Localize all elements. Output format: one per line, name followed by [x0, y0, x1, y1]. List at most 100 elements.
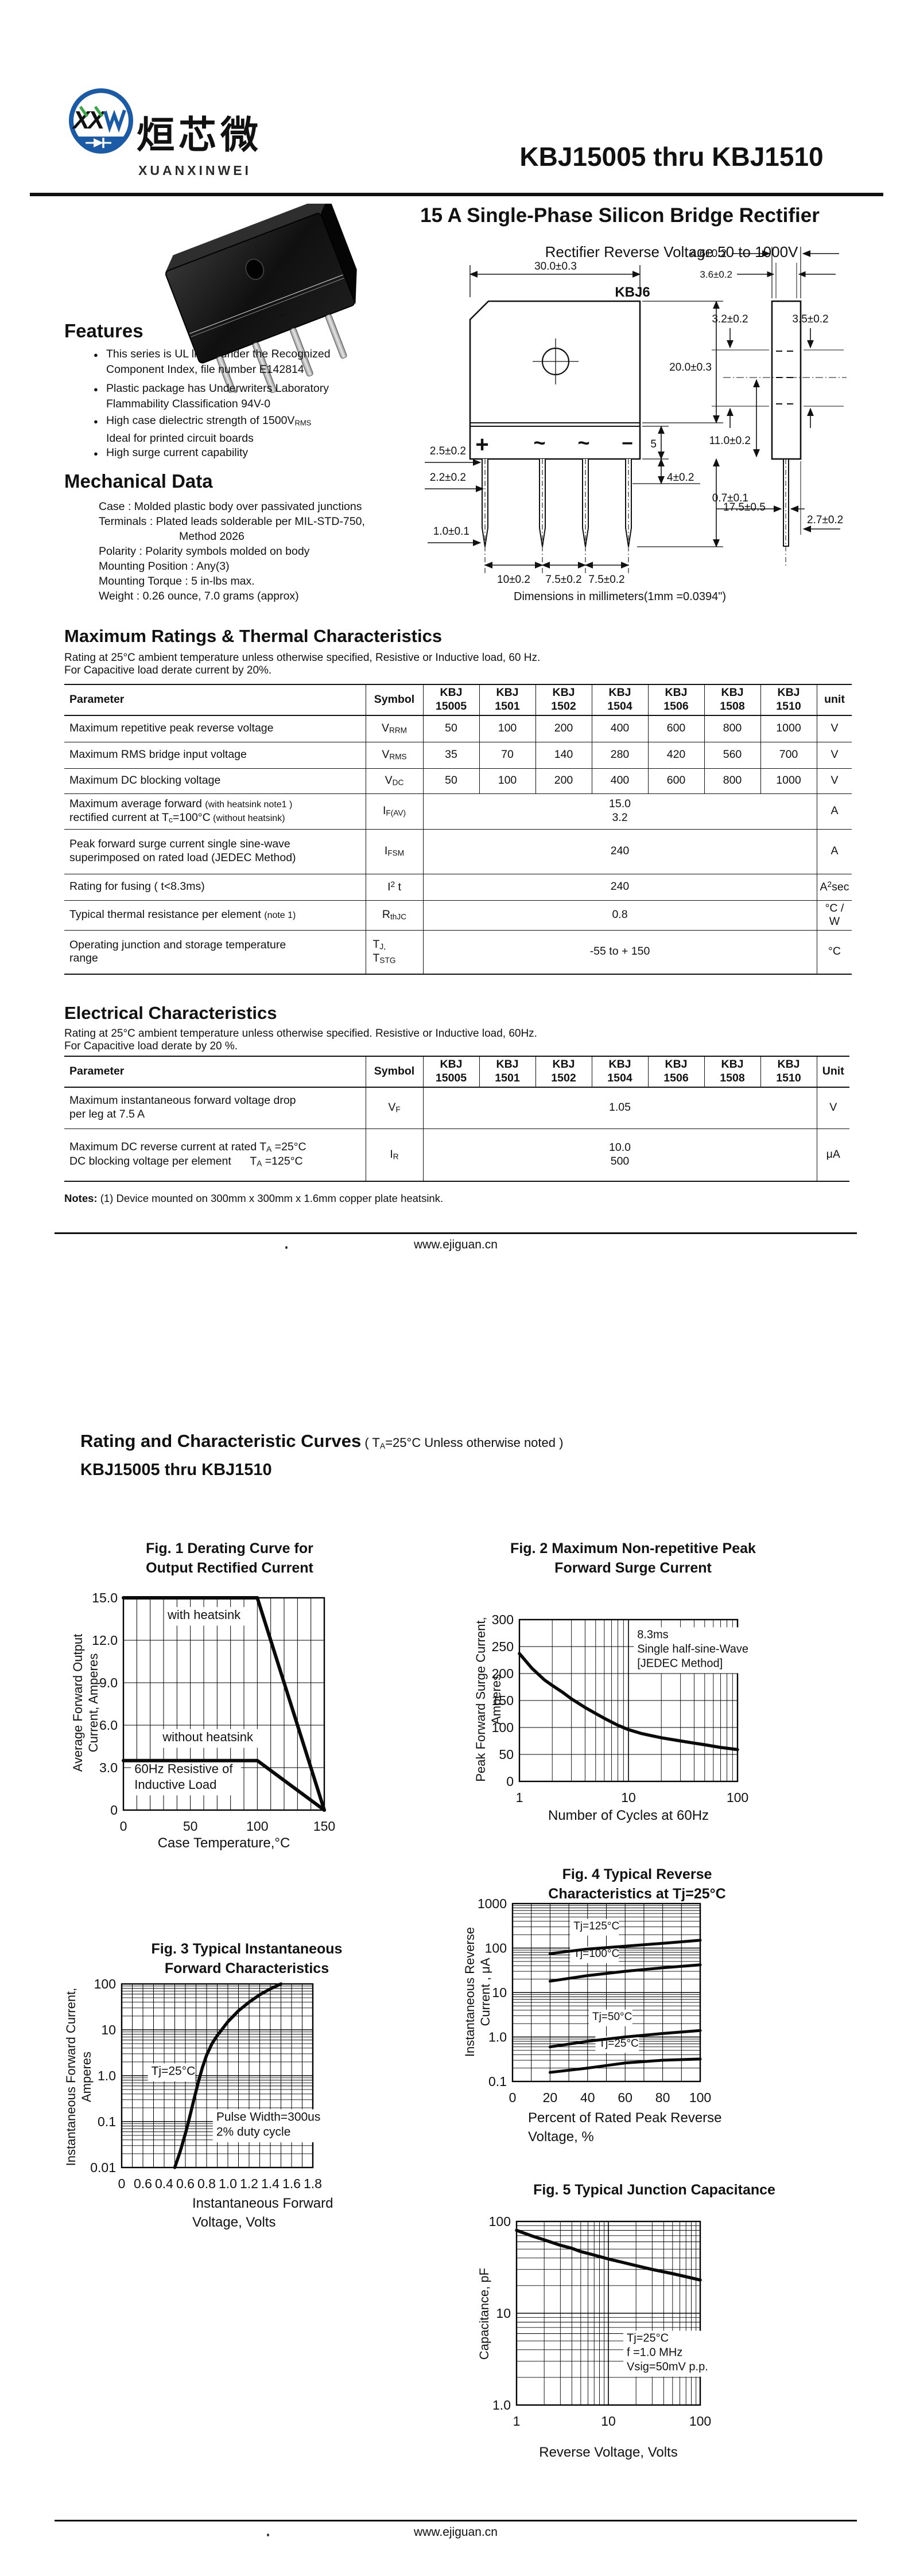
svg-text:8.3ms: 8.3ms [637, 1628, 668, 1641]
svg-text:10: 10 [496, 2306, 511, 2321]
feature-item: High case dielectric strength of 1500VRM… [94, 413, 353, 446]
svg-text:[JEDEC Method]: [JEDEC Method] [637, 1657, 723, 1670]
svg-text:1: 1 [516, 1790, 523, 1805]
dim-20: 20.0±0.3 [669, 361, 712, 373]
svg-text:1000: 1000 [478, 1896, 507, 1911]
dim-17-5: 17.5±0.5 [723, 501, 766, 513]
col-model: KBJ 1506 [647, 1056, 705, 1088]
curves-heading: Rating and Characteristic Curves ( TA=25… [80, 1431, 564, 1451]
fig1-derating-chart: with heatsink without heatsink 60Hz Resist… [92, 1590, 335, 1834]
svg-text:100: 100 [246, 1819, 268, 1834]
table-row: Maximum average forward (with heatsink n… [64, 793, 852, 830]
table-header-row: Parameter Symbol KBJ 15005 KBJ 1501 KBJ 150… [64, 684, 852, 716]
table-row: Maximum repetitive peak reverse voltage … [64, 715, 852, 742]
col-model: KBJ 1508 [704, 684, 761, 716]
table-row: Operating junction and storage temperatu… [64, 930, 852, 975]
ratings-heading: Maximum Ratings & Thermal Characteristic… [64, 626, 443, 646]
col-model: KBJ 1508 [704, 1056, 761, 1088]
notes-line: Notes: (1) Device mounted on 300mm x 300… [64, 1192, 444, 1204]
footer-url-1: www.ejiguan.cn [414, 1238, 498, 1251]
artifact-dot [285, 1246, 288, 1249]
dim-7-5b: 7.5±0.2 [588, 574, 624, 586]
svg-text:100: 100 [489, 2214, 511, 2229]
dim-7-5a: 7.5±0.2 [545, 574, 581, 586]
fig2-title: Fig. 2 Maximum Non-repetitive Peak Forwar… [510, 1540, 756, 1576]
ratings-table: Parameter Symbol KBJ 15005 KBJ 1501 KBJ 150… [64, 684, 852, 975]
fig2-surge-chart: 8.3ms Single half-sine-Wave [JEDEC Method]… [492, 1612, 755, 1805]
dim-30: 30.0±0.3 [534, 260, 577, 273]
svg-text:with heatsink: with heatsink [167, 1608, 241, 1622]
svg-text:Tj=25°C: Tj=25°C [599, 2038, 638, 2050]
svg-text:0.4: 0.4 [155, 2176, 173, 2191]
col-model: KBJ 15005 [422, 1056, 480, 1088]
dim-3-5: 3.5±0.2 [792, 313, 828, 325]
col-symbol: Symbol [365, 1056, 424, 1088]
svg-text:50: 50 [183, 1819, 198, 1834]
dim-3-2: 3.2±0.2 [712, 313, 748, 325]
svg-text:Tj=25°C: Tj=25°C [152, 2064, 196, 2077]
fig5-capacitance-chart: Tj=25°C f =1.0 MHz Vsig=50mV p.p. 1 10 100 100… [489, 2214, 712, 2429]
svg-text:60: 60 [618, 2090, 632, 2105]
svg-text:0.1: 0.1 [98, 2114, 116, 2129]
svg-text:1.6: 1.6 [282, 2176, 301, 2191]
svg-text:80: 80 [655, 2090, 670, 2105]
svg-text:9.0: 9.0 [99, 1675, 118, 1690]
polarity-minus: − [622, 433, 633, 454]
mech-line: Terminals : Plated leads solderable per … [99, 515, 365, 528]
mechanical-heading: Mechanical Data [64, 470, 213, 492]
mech-line: Weight : 0.26 ounce, 7.0 grams (approx) [99, 590, 299, 602]
svg-text:1.0: 1.0 [98, 2068, 116, 2083]
package-dimension-drawing: + ~ ~ − 30.0±0.3 20.0±0.3 5 4±0.2 [425, 247, 847, 603]
feature-item: This series is UL listed under the Recog… [94, 347, 353, 378]
electrical-heading: Electrical Characteristics [64, 1003, 277, 1023]
dim-0-7: 0.7±0.1 [712, 492, 748, 504]
svg-text:20: 20 [543, 2090, 558, 2105]
drawing-caption: Dimensions in millimeters(1mm =0.0394") [514, 590, 726, 603]
mech-line: Mounting Torque : 5 in-lbs max. [99, 575, 255, 587]
svg-text:12.0: 12.0 [92, 1633, 118, 1648]
polarity-ac1: ~ [533, 431, 545, 454]
svg-text:2% duty cycle: 2% duty cycle [216, 2126, 291, 2139]
fig4-title: Fig. 4 Typical Reverse Characteristics at… [548, 1866, 726, 1902]
page-subtitle2: Rectifier Reverse Voltage 50 to 1000V [545, 243, 798, 260]
col-unit: unit [816, 684, 852, 716]
table-header-row: Parameter Symbol KBJ 15005 KBJ 1501 KBJ 150… [64, 1056, 849, 1088]
svg-text:100: 100 [727, 1790, 748, 1805]
polarity-ac2: ~ [577, 431, 589, 454]
col-parameter: Parameter [64, 1056, 366, 1088]
col-model: KBJ 1510 [760, 1056, 817, 1088]
col-model: KBJ 1502 [535, 1056, 592, 1088]
company-name-latin: XUANXINWEI [138, 163, 251, 178]
dim-10: 10±0.2 [497, 574, 530, 586]
svg-text:Pulse Width=300us: Pulse Width=300us [216, 2110, 321, 2123]
svg-text:0: 0 [110, 1803, 118, 1818]
svg-text:150: 150 [313, 1819, 335, 1834]
svg-text:150: 150 [492, 1693, 514, 1708]
part-range-title: KBJ15005 thru KBJ1510 [519, 142, 824, 172]
svg-text:f =1.0 MHz: f =1.0 MHz [627, 2347, 682, 2359]
table-row: Peak forward surge current single sine-w… [64, 828, 852, 874]
fig1-xlabel: Case Temperature,°C [157, 1835, 290, 1851]
dim-2-5: 2.5±0.2 [430, 445, 466, 457]
svg-text:without heatsink: without heatsink [162, 1730, 254, 1744]
artifact-dot [267, 2534, 269, 2536]
table-row: Typical thermal resistance per element (… [64, 900, 852, 931]
dim-1-0: 1.0±0.1 [433, 526, 469, 538]
dim-2-2: 2.2±0.2 [430, 472, 466, 484]
fig5-title: Fig. 5 Typical Junction Capacitance [533, 2182, 775, 2198]
dim-3-6: 3.6±0.2 [700, 269, 732, 280]
svg-text:1: 1 [513, 2414, 521, 2429]
table-row: Maximum instantaneous forward voltage dr… [64, 1087, 849, 1129]
feature-item: High surge current capability [94, 445, 353, 461]
svg-text:Single half-sine-Wave: Single half-sine-Wave [637, 1643, 748, 1655]
svg-text:1.4: 1.4 [261, 2176, 280, 2191]
col-model: KBJ 1504 [591, 684, 649, 716]
fig3-forward-chart: Tj=25°C Pulse Width=300us 2% duty cycle 0 0.… [90, 1976, 322, 2191]
svg-text:1.0: 1.0 [219, 2176, 237, 2191]
dim-4-6: 4.6±0.2 [690, 248, 727, 260]
svg-text:0.6: 0.6 [176, 2176, 195, 2191]
svg-text:0: 0 [118, 2176, 126, 2191]
mech-line: Mounting Position : Any(3) [99, 560, 230, 573]
col-model: KBJ 1510 [760, 684, 817, 716]
